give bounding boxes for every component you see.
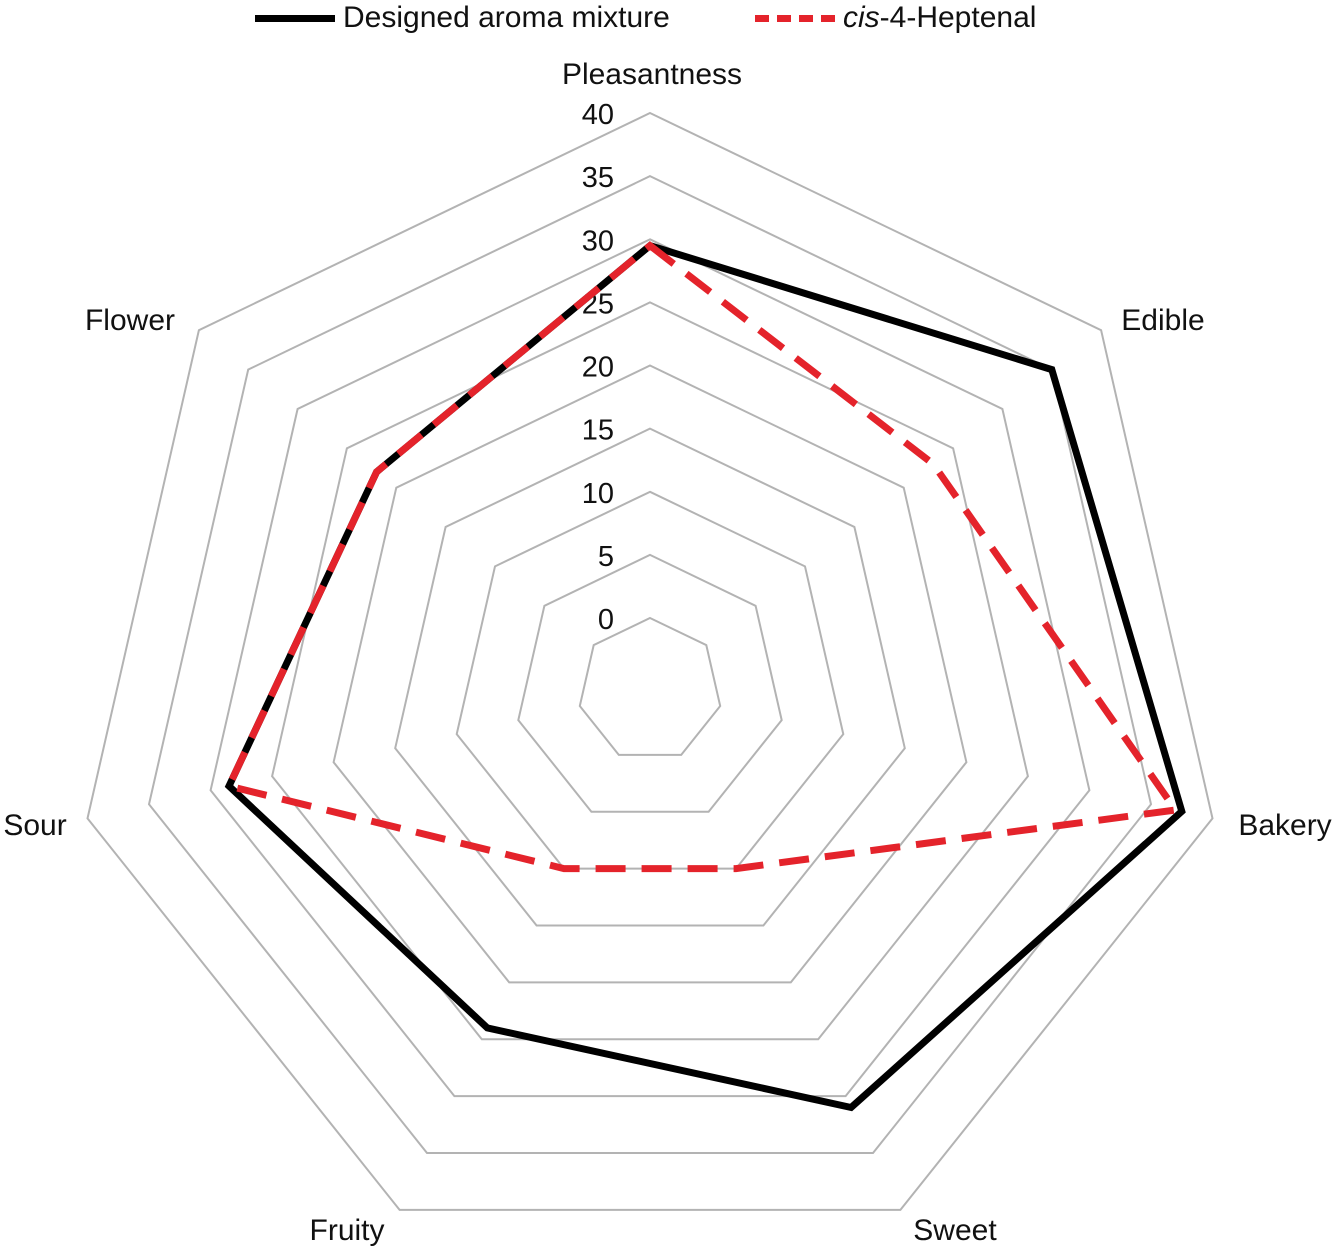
tick-label-40: 40 [582, 99, 614, 131]
grid-ring-40 [86, 111, 1214, 1211]
legend-item-designed-aroma-mixture: Designed aroma mixture [255, 0, 670, 36]
category-label-sour: Sour [3, 809, 66, 842]
legend-label-designed-aroma-mixture: Designed aroma mixture [343, 1, 670, 34]
category-label-flower: Flower [85, 304, 175, 337]
category-label-fruity: Fruity [310, 1214, 385, 1247]
tick-label-0: 0 [598, 604, 614, 636]
legend-label-cis-prefix: cis [843, 1, 880, 34]
category-label-sweet: Sweet [913, 1214, 997, 1247]
tick-label-35: 35 [582, 162, 614, 194]
radar-series [224, 241, 1186, 1112]
chart-legend: Designed aroma mixture cis -4-Heptenal [0, 0, 1337, 40]
legend-item-cis-4-heptenal: cis -4-Heptenal [755, 0, 1036, 36]
grid-ring-35 [147, 174, 1153, 1154]
tick-label-5: 5 [598, 541, 614, 573]
grid-ring-30 [209, 238, 1091, 1098]
category-label-pleasantness: Pleasantness [562, 58, 742, 91]
legend-swatch-solid [255, 14, 335, 22]
grid-ring-20 [332, 364, 968, 984]
category-label-bakery: Bakery [1238, 809, 1331, 842]
grid-ring-25 [271, 301, 1029, 1041]
tick-label-20: 20 [582, 352, 614, 384]
series-cis-4-heptenal [224, 241, 1182, 873]
tick-label-30: 30 [582, 225, 614, 257]
category-labels: Pleasantness Edible Bakery Sweet Fruity Sour F… [3, 58, 1331, 1247]
tick-label-15: 15 [582, 415, 614, 447]
radar-grid [86, 111, 1214, 1211]
tick-label-10: 10 [582, 478, 614, 510]
legend-swatch-dashed [755, 14, 835, 22]
legend-label-heptenal-suffix: -4-Heptenal [879, 1, 1037, 34]
grid-ring-15 [394, 427, 906, 927]
grid-ring-0 [578, 616, 722, 756]
category-label-edible: Edible [1121, 304, 1204, 337]
grid-ring-5 [517, 553, 783, 813]
series-designed-aroma-mixture [224, 241, 1186, 1112]
